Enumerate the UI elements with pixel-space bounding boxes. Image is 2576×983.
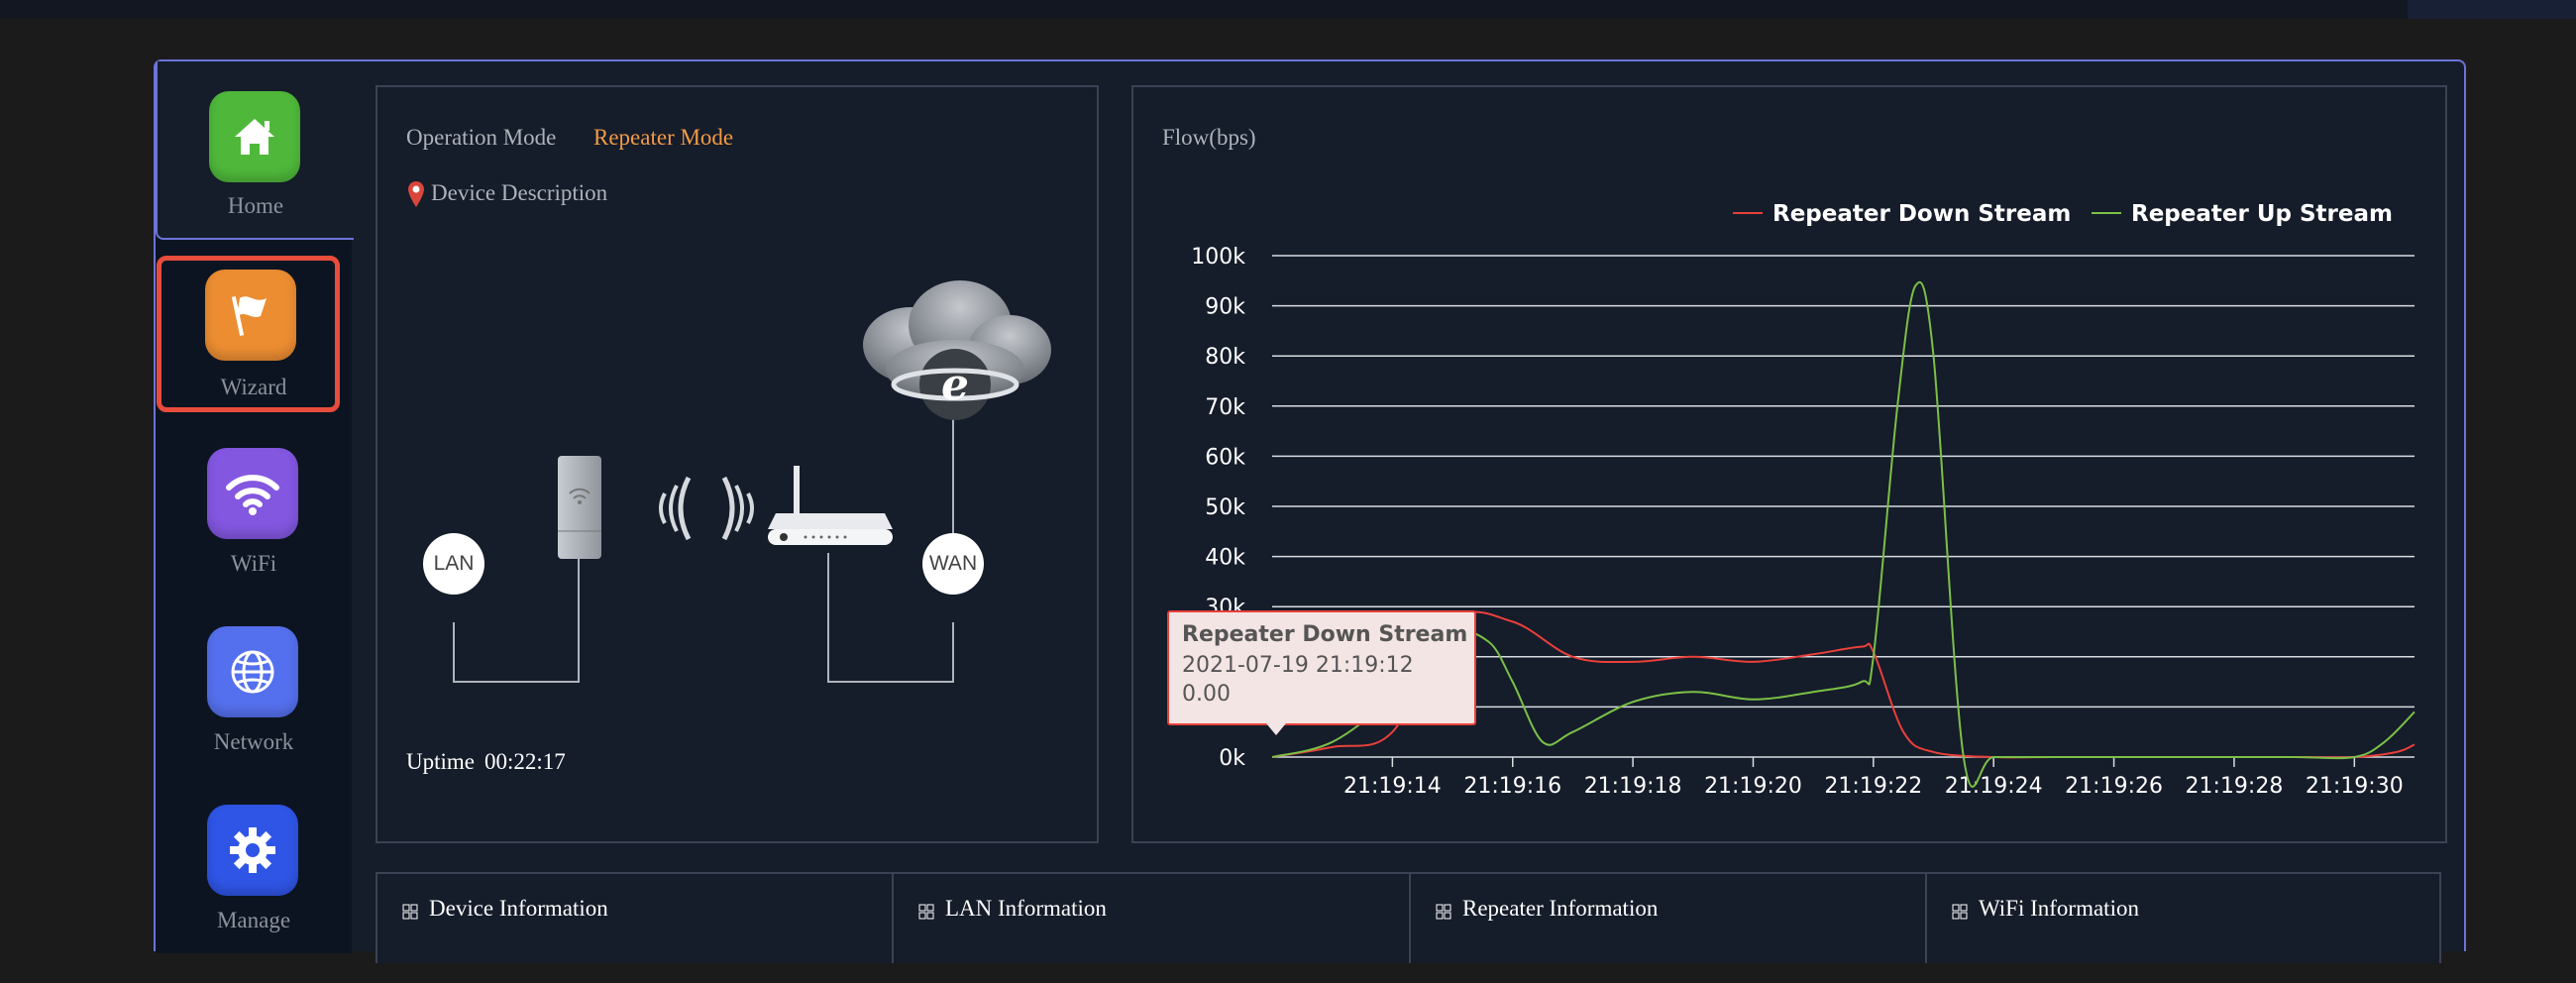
sidebar: Home Wizard WiFi Network xyxy=(156,61,354,953)
globe-icon xyxy=(207,626,298,717)
y-tick-label: 100k xyxy=(1191,245,1245,270)
lan-node: LAN xyxy=(423,533,484,595)
x-tick-label: 21:19:24 xyxy=(1945,774,2043,799)
tooltip-pointer xyxy=(1266,723,1286,735)
tab-lan-information[interactable]: LAN Information xyxy=(894,874,1411,963)
sidebar-item-label: Network xyxy=(213,729,294,754)
y-tick-label: 80k xyxy=(1205,345,1245,370)
y-tick-label: 60k xyxy=(1205,445,1245,470)
wifi-icon xyxy=(207,448,298,539)
status-panel: Operation Mode Repeater Mode Device Desc… xyxy=(376,85,1099,843)
sidebar-item-wizard[interactable]: Wizard xyxy=(157,256,340,412)
x-tick-label: 21:19:20 xyxy=(1704,774,1802,799)
tooltip-value: 0.00 xyxy=(1182,682,1231,707)
uptime-display: Uptime 00:22:17 xyxy=(406,749,566,775)
main-frame: Home Wizard WiFi Network xyxy=(154,59,2466,963)
x-tick-label: 21:19:14 xyxy=(1343,774,1442,799)
tab-label: Repeater Information xyxy=(1462,896,1659,921)
tab-label: WiFi Information xyxy=(1979,896,2139,921)
tab-wifi-information[interactable]: WiFi Information xyxy=(1927,874,2439,963)
series-line-up-stream xyxy=(1271,280,2415,788)
svg-text:e: e xyxy=(941,360,969,410)
internet-cloud-icon: e xyxy=(863,280,1051,420)
top-header-bar xyxy=(0,0,2576,19)
tab-repeater-information[interactable]: Repeater Information xyxy=(1411,874,1927,963)
operation-mode-value: Repeater Mode xyxy=(593,125,734,150)
tab-label: LAN Information xyxy=(945,896,1107,921)
uptime-value: 00:22:17 xyxy=(484,749,566,774)
info-tabs-bar: Device Information LAN Information Repea… xyxy=(376,872,2441,963)
wan-node: WAN xyxy=(922,533,984,595)
device-description-label: Device Description xyxy=(431,180,608,205)
sidebar-item-home[interactable]: Home xyxy=(156,61,354,240)
top-header-accent xyxy=(2408,0,2576,19)
tab-label: Device Information xyxy=(429,896,608,921)
y-tick-label: 50k xyxy=(1205,495,1245,520)
sidebar-item-wifi[interactable]: WiFi xyxy=(156,448,352,626)
x-tick-label: 21:19:28 xyxy=(2186,774,2284,799)
x-tick-label: 21:19:16 xyxy=(1463,774,1561,799)
y-tick-label: 90k xyxy=(1205,295,1245,320)
x-tick-label: 21:19:18 xyxy=(1584,774,1682,799)
y-tick-label: 40k xyxy=(1205,546,1245,571)
repeater-device-icon xyxy=(558,456,601,559)
x-tick-label: 21:19:30 xyxy=(2306,774,2404,799)
gear-icon xyxy=(207,805,298,896)
y-tick-label: 0k xyxy=(1219,746,1245,771)
flag-icon xyxy=(205,270,296,361)
y-tick-label: 70k xyxy=(1205,395,1245,420)
sidebar-item-label: Manage xyxy=(216,908,291,932)
sidebar-item-label: Home xyxy=(227,193,284,218)
grid-icon xyxy=(1436,904,1451,920)
x-tick-label: 21:19:22 xyxy=(1824,774,1922,799)
home-icon xyxy=(209,91,300,182)
grid-icon xyxy=(402,904,418,920)
sidebar-item-label: WiFi xyxy=(230,551,277,576)
grid-icon xyxy=(918,904,934,920)
uptime-label: Uptime xyxy=(406,749,475,774)
grid-icon xyxy=(1952,904,1968,920)
tooltip-time: 2021-07-19 21:19:12 xyxy=(1182,653,1414,678)
legend-label: Repeater Down Stream xyxy=(1772,201,2071,227)
legend-label: Repeater Up Stream xyxy=(2131,201,2393,227)
tooltip-series: Repeater Down Stream xyxy=(1182,622,1468,647)
sidebar-item-label: Wizard xyxy=(220,375,287,399)
flow-chart: 0k10k20k30k40k50k60k70k80k90k100k21:19:1… xyxy=(1191,201,2415,799)
router-icon xyxy=(768,466,893,545)
operation-mode-label: Operation Mode xyxy=(406,125,557,150)
x-tick-label: 21:19:26 xyxy=(2065,774,2163,799)
location-pin-icon xyxy=(408,181,424,207)
flow-chart-panel: Flow(bps) 0k10k20k30k40k50k60k70k80k90k1… xyxy=(1131,85,2447,843)
chart-tooltip: Repeater Down Stream 2021-07-19 21:19:12… xyxy=(1167,610,1476,735)
sidebar-item-network[interactable]: Network xyxy=(156,626,352,805)
tab-device-information[interactable]: Device Information xyxy=(377,874,894,963)
sidebar-item-manage[interactable]: Manage xyxy=(156,805,352,983)
wireless-signal-icon xyxy=(659,476,754,541)
chart-title: Flow(bps) xyxy=(1162,125,1256,150)
